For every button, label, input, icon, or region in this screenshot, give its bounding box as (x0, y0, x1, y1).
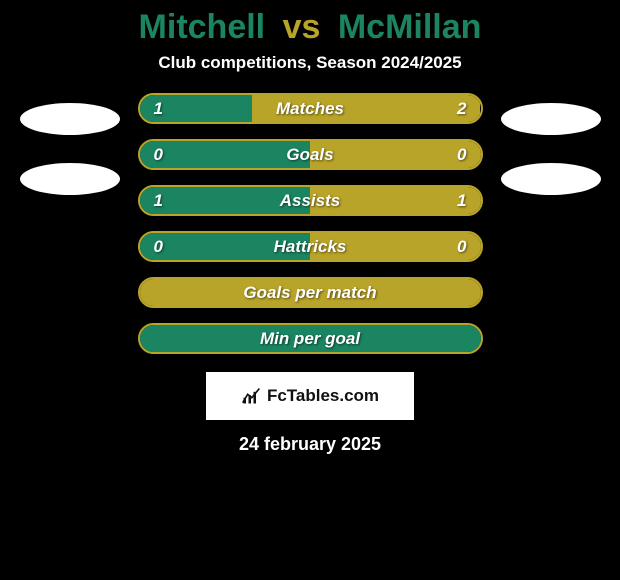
bar-value-left: 1 (154, 95, 163, 122)
bar-value-left: 1 (154, 187, 163, 214)
stat-bars: Matches12Goals00Assists11Hattricks00Goal… (138, 93, 483, 354)
vs-text: vs (275, 8, 329, 46)
bar-label: Assists (140, 187, 481, 214)
bar-label: Matches (140, 95, 481, 122)
right-badge-2 (501, 163, 601, 195)
left-badges (20, 93, 120, 195)
chart-icon (241, 386, 261, 406)
left-badge-2 (20, 163, 120, 195)
right-badges (501, 93, 601, 195)
bar-value-right: 0 (457, 141, 466, 168)
bar-label: Hattricks (140, 233, 481, 260)
stat-bar: Hattricks0 0 (138, 231, 483, 262)
bar-label: Min per goal (140, 325, 481, 352)
bar-value-right: 1 (457, 187, 466, 214)
bar-value-left: 0 (154, 141, 163, 168)
right-badge-1 (501, 103, 601, 135)
stat-bar: Goals per match (138, 277, 483, 308)
date-text: 24 february 2025 (0, 434, 620, 455)
bar-label: Goals per match (140, 279, 481, 306)
stat-bar: Matches1 2 (138, 93, 483, 124)
player1-name: Mitchell (139, 8, 266, 46)
bar-label: Goals (140, 141, 481, 168)
subtitle: Club competitions, Season 2024/2025 (0, 53, 620, 93)
player2-name: McMillan (338, 8, 482, 46)
left-badge-1 (20, 103, 120, 135)
logo-text: FcTables.com (267, 386, 379, 406)
content-area: Matches12Goals00Assists11Hattricks00Goal… (0, 93, 620, 354)
bar-value-right: 0 (457, 233, 466, 260)
bar-value-left: 0 (154, 233, 163, 260)
stat-bar: Min per goal (138, 323, 483, 354)
page-title: Mitchell vs McMillan (0, 0, 620, 53)
stat-bar: Goals0 0 (138, 139, 483, 170)
stat-bar: Assists1 1 (138, 185, 483, 216)
bar-value-right: 2 (457, 95, 466, 122)
fctables-logo: FcTables.com (206, 372, 414, 420)
